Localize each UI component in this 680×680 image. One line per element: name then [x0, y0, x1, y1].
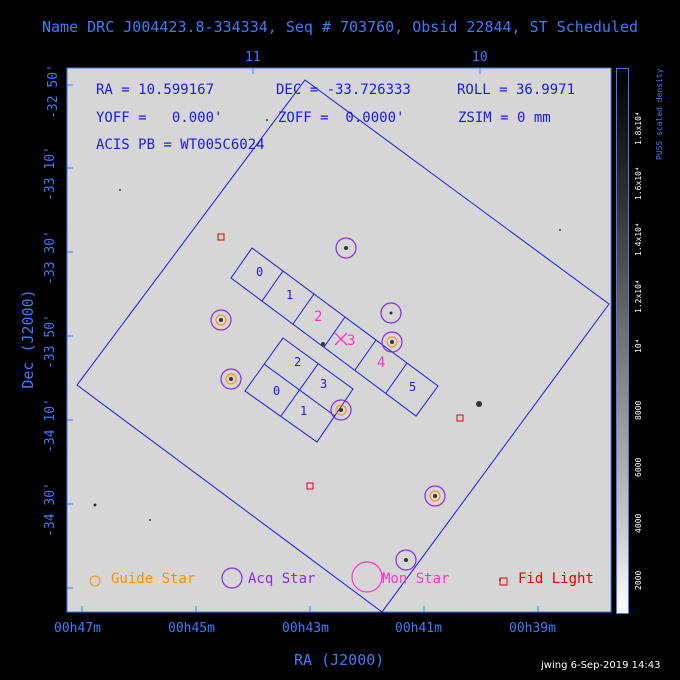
ccd-label-4: 4 — [377, 355, 386, 371]
cbar-tick-3: 6000 — [634, 457, 643, 477]
y-axis-title: Dec (J2000) — [19, 289, 37, 389]
dec-tick-5: -34 10' — [42, 398, 58, 453]
dec-tick-2: -33 10' — [42, 146, 58, 201]
cbar-tick-5: 10⁴ — [634, 338, 643, 353]
ra-tick-5: 00h39m — [509, 621, 556, 636]
info-zsim: ZSIM = 0 mm — [458, 110, 551, 126]
ccd-label-2: 2 — [314, 309, 323, 325]
top-tick-11: 11 — [245, 50, 261, 65]
cbar-tick-8: 1.6x10⁴ — [634, 166, 643, 200]
info-zoff: ZOFF = 0.0000' — [278, 110, 405, 126]
ra-tick-4: 00h41m — [395, 621, 442, 636]
cbar-tick-6: 1.2x10⁴ — [634, 279, 643, 313]
info-yoff: YOFF = 0.000' — [96, 110, 223, 126]
colorbar — [616, 68, 629, 614]
ra-tick-3: 00h43m — [282, 621, 329, 636]
top-tick-10: 10 — [472, 50, 488, 65]
ra-tick-1: 00h47m — [54, 621, 101, 636]
info-roll: ROLL = 36.9971 — [457, 82, 576, 98]
ccd-label-5: 5 — [409, 380, 417, 394]
ccd-label-i3: 3 — [320, 377, 328, 391]
cbar-tick-4: 8000 — [634, 400, 643, 420]
dec-tick-3: -33 30' — [42, 230, 58, 285]
cbar-tick-9: 1.8x10⁴ — [634, 111, 643, 145]
dec-tick-1: -32 50' — [45, 64, 61, 119]
ccd-label-i1: 1 — [300, 404, 308, 418]
cbar-tick-7: 1.4x10⁴ — [634, 222, 643, 256]
cbar-tick-1: 2000 — [634, 570, 643, 590]
ccd-label-0: 0 — [256, 265, 264, 279]
ccd-label-1: 1 — [286, 288, 294, 302]
legend-mon-star: Mon Star — [382, 571, 450, 587]
legend-acq-star: Acq Star — [248, 571, 316, 587]
cbar-tick-2: 4000 — [634, 513, 643, 533]
info-dec: DEC = -33.726333 — [276, 82, 411, 98]
x-axis-title: RA (J2000) — [294, 651, 385, 669]
colorbar-title: PUSS scaled density — [655, 68, 664, 160]
ccd-label-i0: 0 — [273, 384, 281, 398]
ra-tick-2: 00h45m — [168, 621, 215, 636]
legend-guide-star: Guide Star — [111, 571, 196, 587]
info-ra: RA = 10.599167 — [96, 82, 215, 98]
plot-title: Name DRC J004423.8-334334, Seq # 703760,… — [41, 18, 639, 36]
info-acis: ACIS PB = WT005C6024 — [96, 137, 265, 153]
ccd-label-i2: 2 — [294, 355, 302, 369]
footer-timestamp: jwing 6-Sep-2019 14:43 — [541, 660, 661, 671]
dec-tick-4: -33 50' — [42, 314, 58, 369]
dec-tick-6: -34 30' — [42, 482, 58, 537]
legend-fid-light: Fid Light — [518, 571, 594, 587]
ccd-label-3: 3 — [347, 333, 356, 349]
